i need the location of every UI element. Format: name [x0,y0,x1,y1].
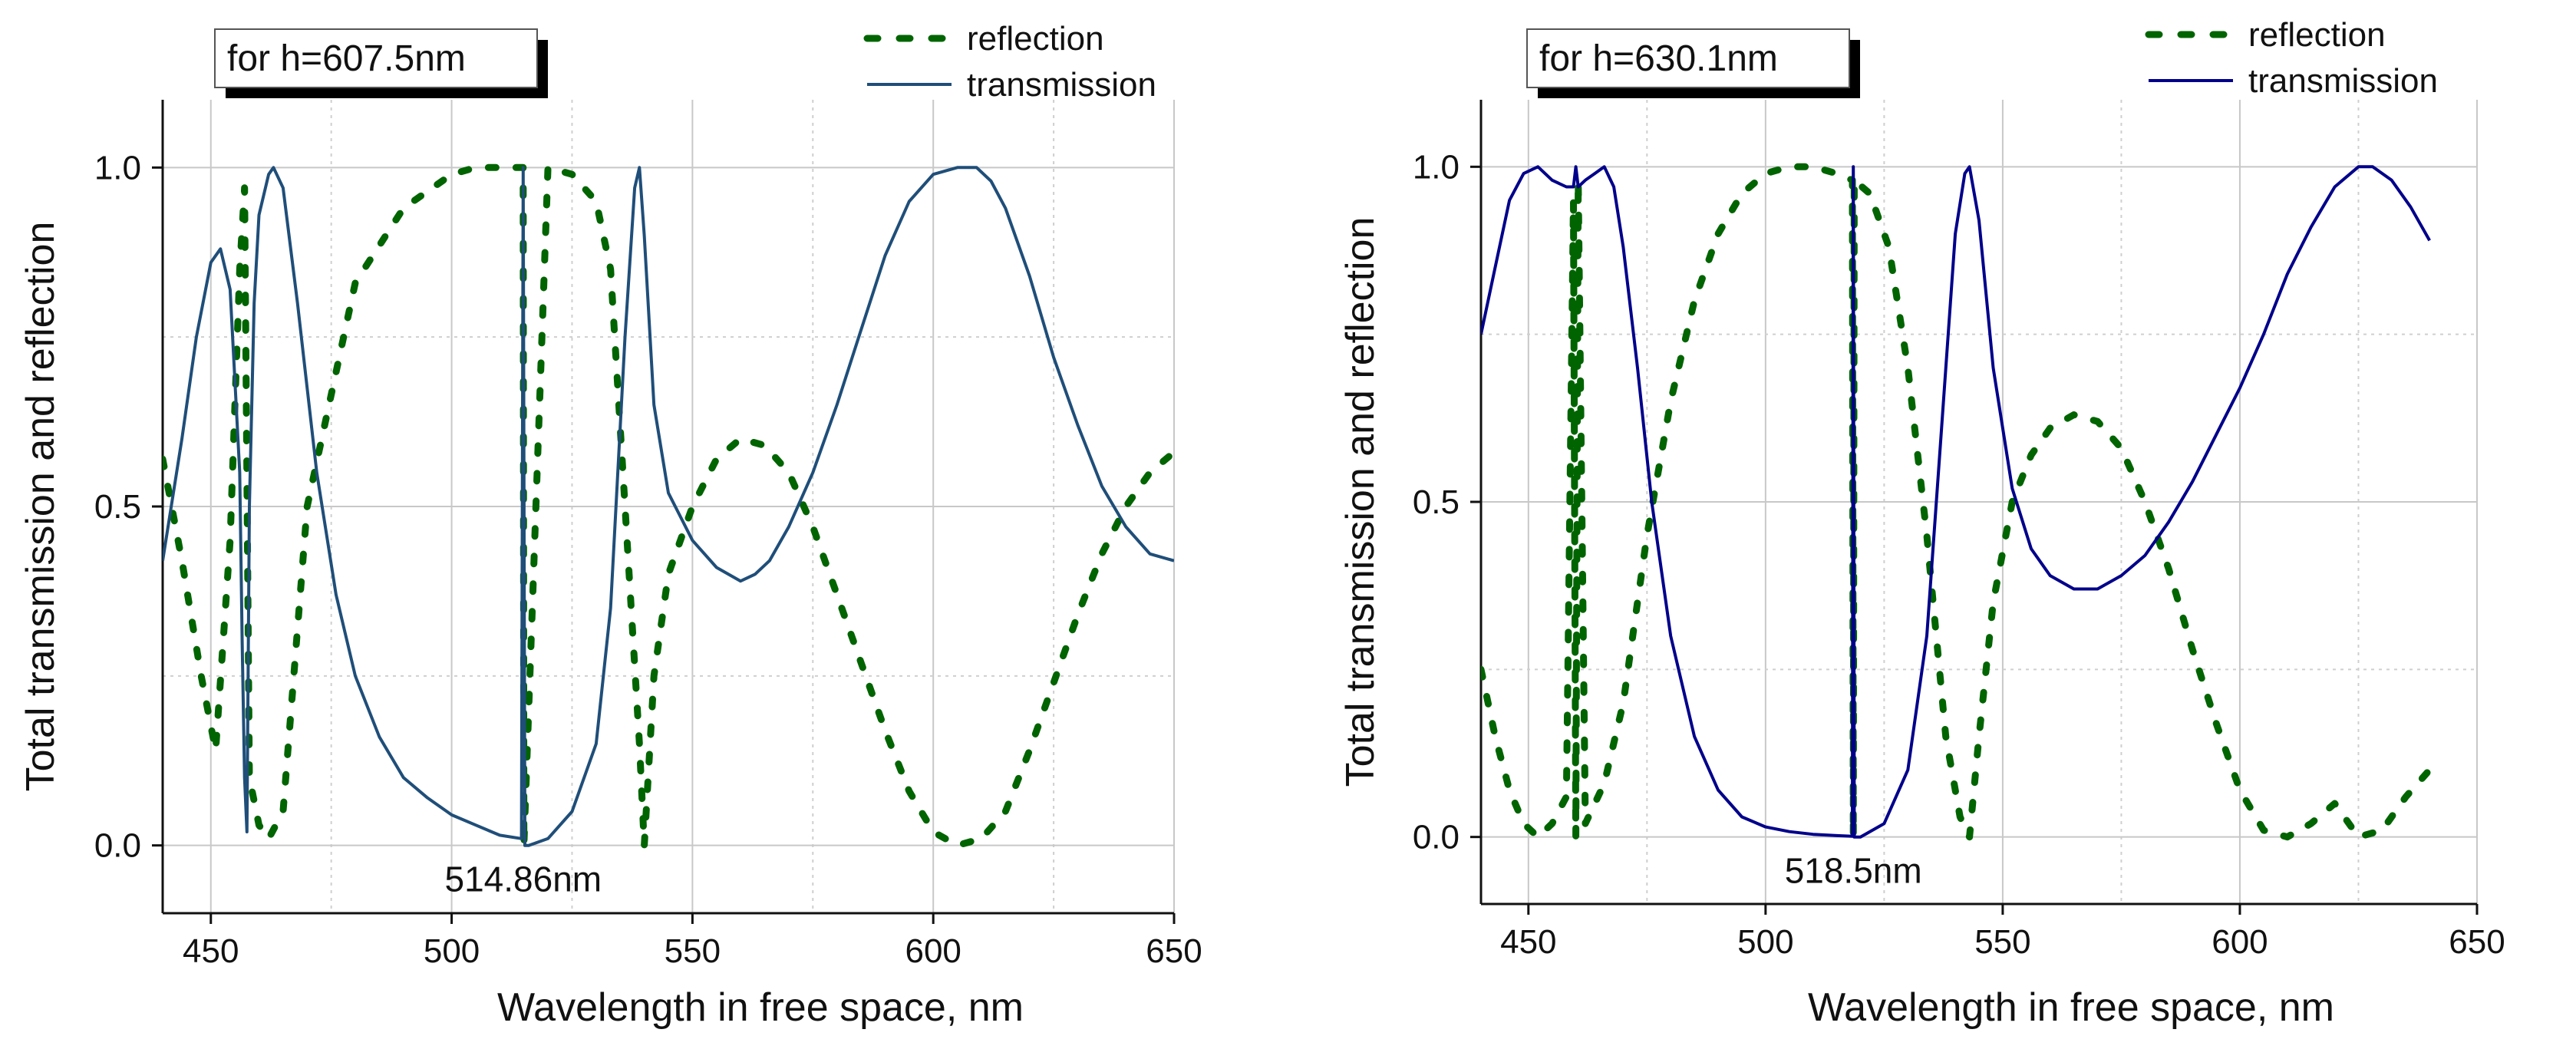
y-tick-label: 1.0 [1413,148,1460,186]
legend-label-reflection: reflection [967,20,1104,58]
y-axis-title: Total transmission and reflection [1338,217,1383,787]
y-axis-title: Total transmission and reflection [18,222,63,792]
series-line-reflection [163,163,1174,850]
legend-label-transmission: transmission [2248,62,2438,100]
annotation-box [1526,28,1850,88]
x-tick-label: 450 [1500,923,1556,961]
series-line-transmission [1481,165,2431,839]
annotation-box [214,28,538,88]
y-tick-label: 0.5 [1413,483,1460,521]
resonance-annotation-label: 518.5nm [1785,851,1922,891]
x-tick-label: 450 [183,932,239,970]
x-tick-label: 500 [424,932,480,970]
legend-label-transmission: transmission [967,66,1156,104]
x-tick-label: 550 [1974,923,2030,961]
x-tick-label: 600 [2212,923,2268,961]
annotation-box-label: for h=607.5nm [227,38,466,79]
x-tick-label: 650 [2449,923,2505,961]
annotation-box-label: for h=630.1nm [1539,38,1778,79]
x-tick-label: 500 [1737,923,1793,961]
legend: reflection transmission [2145,16,2438,100]
y-tick-label: 0.0 [1413,819,1460,856]
legend-label-reflection: reflection [2248,16,2386,54]
legend: reflection transmission [863,20,1156,104]
x-tick-label: 550 [665,932,721,970]
x-axis-title: Wavelength in free space, nm [1808,985,2334,1030]
x-tick-label: 600 [905,932,961,970]
x-axis-title: Wavelength in free space, nm [497,985,1024,1030]
y-tick-label: 1.0 [94,149,141,186]
resonance-annotation-label: 514.86nm [445,859,602,899]
x-tick-label: 650 [1146,932,1202,970]
series-line-transmission [163,166,1174,847]
chart-panel-1: 450 500 550 600 650 0.0 0.5 1.0 Wavelength in fr… [18,20,1202,1030]
series-line-reflection [1481,163,2433,841]
y-tick-label: 0.0 [94,827,141,865]
chart-panel-2: 450 500 550 600 650 0.0 0.5 1.0 Wavelength in fr… [1338,16,2505,1030]
y-tick-label: 0.5 [94,488,141,526]
